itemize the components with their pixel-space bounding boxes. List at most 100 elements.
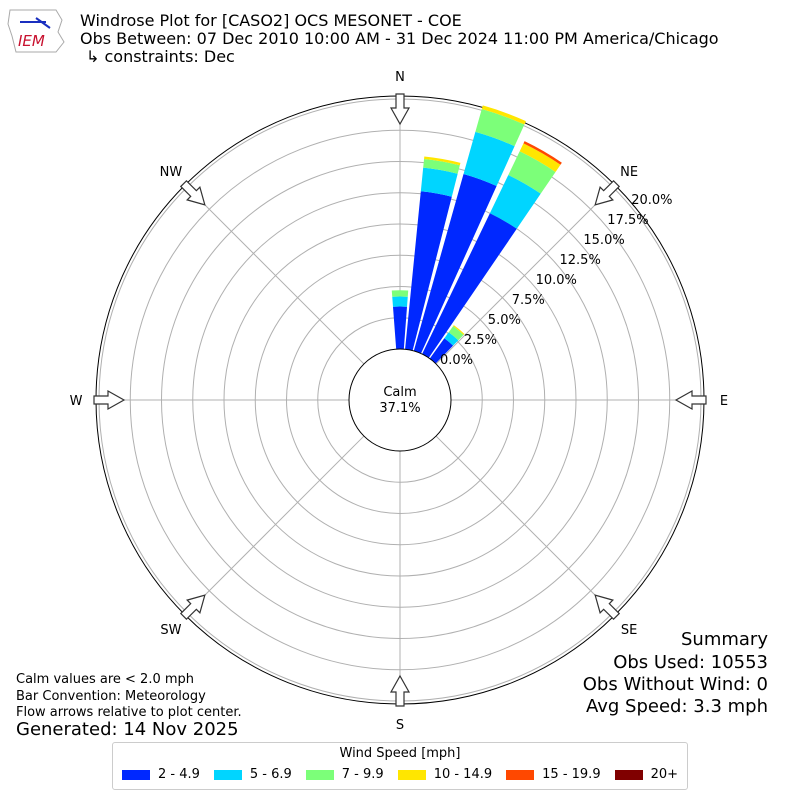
direction-label-N: N <box>395 70 405 85</box>
radial-tick-label: 10.0% <box>536 273 577 288</box>
bar-segment-10-14.9 <box>519 143 561 172</box>
flow-note: Flow arrows relative to plot center. <box>16 705 242 720</box>
summary-obs-without-wind: Obs Without Wind: 0 <box>582 674 768 695</box>
bar-segment-7-9.9 <box>475 109 525 147</box>
radial-tick-label: 12.5% <box>560 253 601 268</box>
bar-10 <box>405 156 461 351</box>
radial-tick-label: 7.5% <box>512 293 545 308</box>
flow-arrow-icon <box>389 93 411 126</box>
bar-segment-2-4.9 <box>405 191 452 351</box>
direction-label-NE: NE <box>620 165 638 180</box>
legend-item: 10 - 14.9 <box>397 767 493 782</box>
direction-label-W: W <box>70 394 83 409</box>
legend-swatch <box>397 769 426 780</box>
bar-segment-2-4.9 <box>422 213 517 358</box>
flow-arrow-icon <box>179 179 206 206</box>
arrow-shape <box>93 389 126 411</box>
grid-spoke <box>435 435 616 616</box>
arrow-shape <box>674 389 707 411</box>
arrow-shape <box>389 674 411 707</box>
bar-segment-5-6.9 <box>489 174 541 229</box>
bar-segment-7-9.9 <box>423 158 460 174</box>
legend-swatch <box>305 769 334 780</box>
radial-tick-label: 0.0% <box>440 353 473 368</box>
bar-0 <box>391 290 409 350</box>
summary-obs-used: Obs Used: 10553 <box>613 652 768 673</box>
bar-30 <box>422 141 562 358</box>
iem-logo: IEM <box>7 9 65 53</box>
bar-segment-7-9.9 <box>391 290 409 297</box>
bar-segment-7-9.9 <box>508 151 556 194</box>
legend-item: 15 - 19.9 <box>506 767 601 782</box>
summary-avg-speed: Avg Speed: 3.3 mph <box>586 696 768 717</box>
flow-arrow-icon <box>93 389 126 411</box>
legend-item: 7 - 9.9 <box>305 767 384 782</box>
bar-segment-15-19.9 <box>523 141 562 165</box>
direction-label-NW: NW <box>160 165 183 180</box>
direction-label-E: E <box>720 394 728 409</box>
calm-value: 37.1% <box>379 401 420 416</box>
chart-constraints: ↳ constraints: Dec <box>86 47 235 66</box>
bar-segment-2-4.9 <box>392 306 408 350</box>
legend-label: 2 - 4.9 <box>157 767 200 782</box>
bar-segment-5-6.9 <box>420 167 458 197</box>
direction-label-SE: SE <box>621 623 637 638</box>
radial-tick-label: 17.5% <box>607 213 648 228</box>
bar-segment-10-14.9 <box>481 105 526 125</box>
bar-segment-2-4.9 <box>413 174 497 354</box>
arrow-shape <box>179 179 206 206</box>
convention-note: Bar Convention: Meteorology <box>16 689 206 704</box>
grid-spoke <box>184 184 365 365</box>
arrow-shape <box>389 93 411 126</box>
legend-item: 20+ <box>614 767 679 782</box>
calm-label: Calm <box>383 385 416 400</box>
legend-swatch <box>121 769 150 780</box>
direction-label-S: S <box>396 718 404 733</box>
legend: Wind Speed [mph] 2 - 4.9 5 - 6.9 7 - 9.9 10… <box>112 742 688 790</box>
flow-arrow-icon <box>594 179 621 206</box>
arrow-shape <box>594 179 621 206</box>
bar-segment-2-4.9 <box>429 338 454 364</box>
calm-circle <box>348 348 452 452</box>
chart-period: Obs Between: 07 Dec 2010 10:00 AM - 31 D… <box>80 29 719 48</box>
flow-arrow-icon <box>179 594 206 621</box>
radial-tick-label: 5.0% <box>488 313 521 328</box>
grid-spoke <box>184 435 365 616</box>
legend-swatch <box>506 769 535 780</box>
legend-swatch <box>213 769 242 780</box>
bar-segment-10-14.9 <box>453 325 465 335</box>
bar-20 <box>413 105 526 354</box>
grid-spoke <box>435 184 616 365</box>
bar-40 <box>429 325 465 364</box>
bar-segment-5-6.9 <box>463 131 515 187</box>
arrow-shape <box>594 594 621 621</box>
svg-text:IEM: IEM <box>18 32 45 50</box>
legend-label: 15 - 19.9 <box>542 767 601 782</box>
legend-label: 10 - 14.9 <box>433 767 493 782</box>
radial-tick-label: 20.0% <box>631 193 672 208</box>
legend-swatch <box>614 769 643 780</box>
direction-label-SW: SW <box>160 623 181 638</box>
flow-arrow-icon <box>674 389 707 411</box>
legend-item: 2 - 4.9 <box>121 767 200 782</box>
bar-segment-5-6.9 <box>444 332 459 346</box>
legend-label: 20+ <box>650 767 679 782</box>
summary-title: Summary <box>681 629 768 650</box>
generated-date: Generated: 14 Nov 2025 <box>16 719 239 740</box>
radial-tick-label: 15.0% <box>583 233 624 248</box>
legend-label: 5 - 6.9 <box>249 767 292 782</box>
bar-segment-7-9.9 <box>448 326 464 341</box>
flow-arrow-icon <box>594 594 621 621</box>
radial-tick-label: 2.5% <box>464 333 497 348</box>
arrow-shape <box>179 594 206 621</box>
chart-title: Windrose Plot for [CASO2] OCS MESONET - … <box>80 11 462 30</box>
bar-segment-10-14.9 <box>424 156 461 166</box>
legend-title: Wind Speed [mph] <box>339 746 461 761</box>
calm-note: Calm values are < 2.0 mph <box>16 672 195 687</box>
bar-segment-5-6.9 <box>392 296 408 307</box>
flow-arrow-icon <box>389 674 411 707</box>
legend-item: 5 - 6.9 <box>213 767 292 782</box>
legend-label: 7 - 9.9 <box>341 767 384 782</box>
